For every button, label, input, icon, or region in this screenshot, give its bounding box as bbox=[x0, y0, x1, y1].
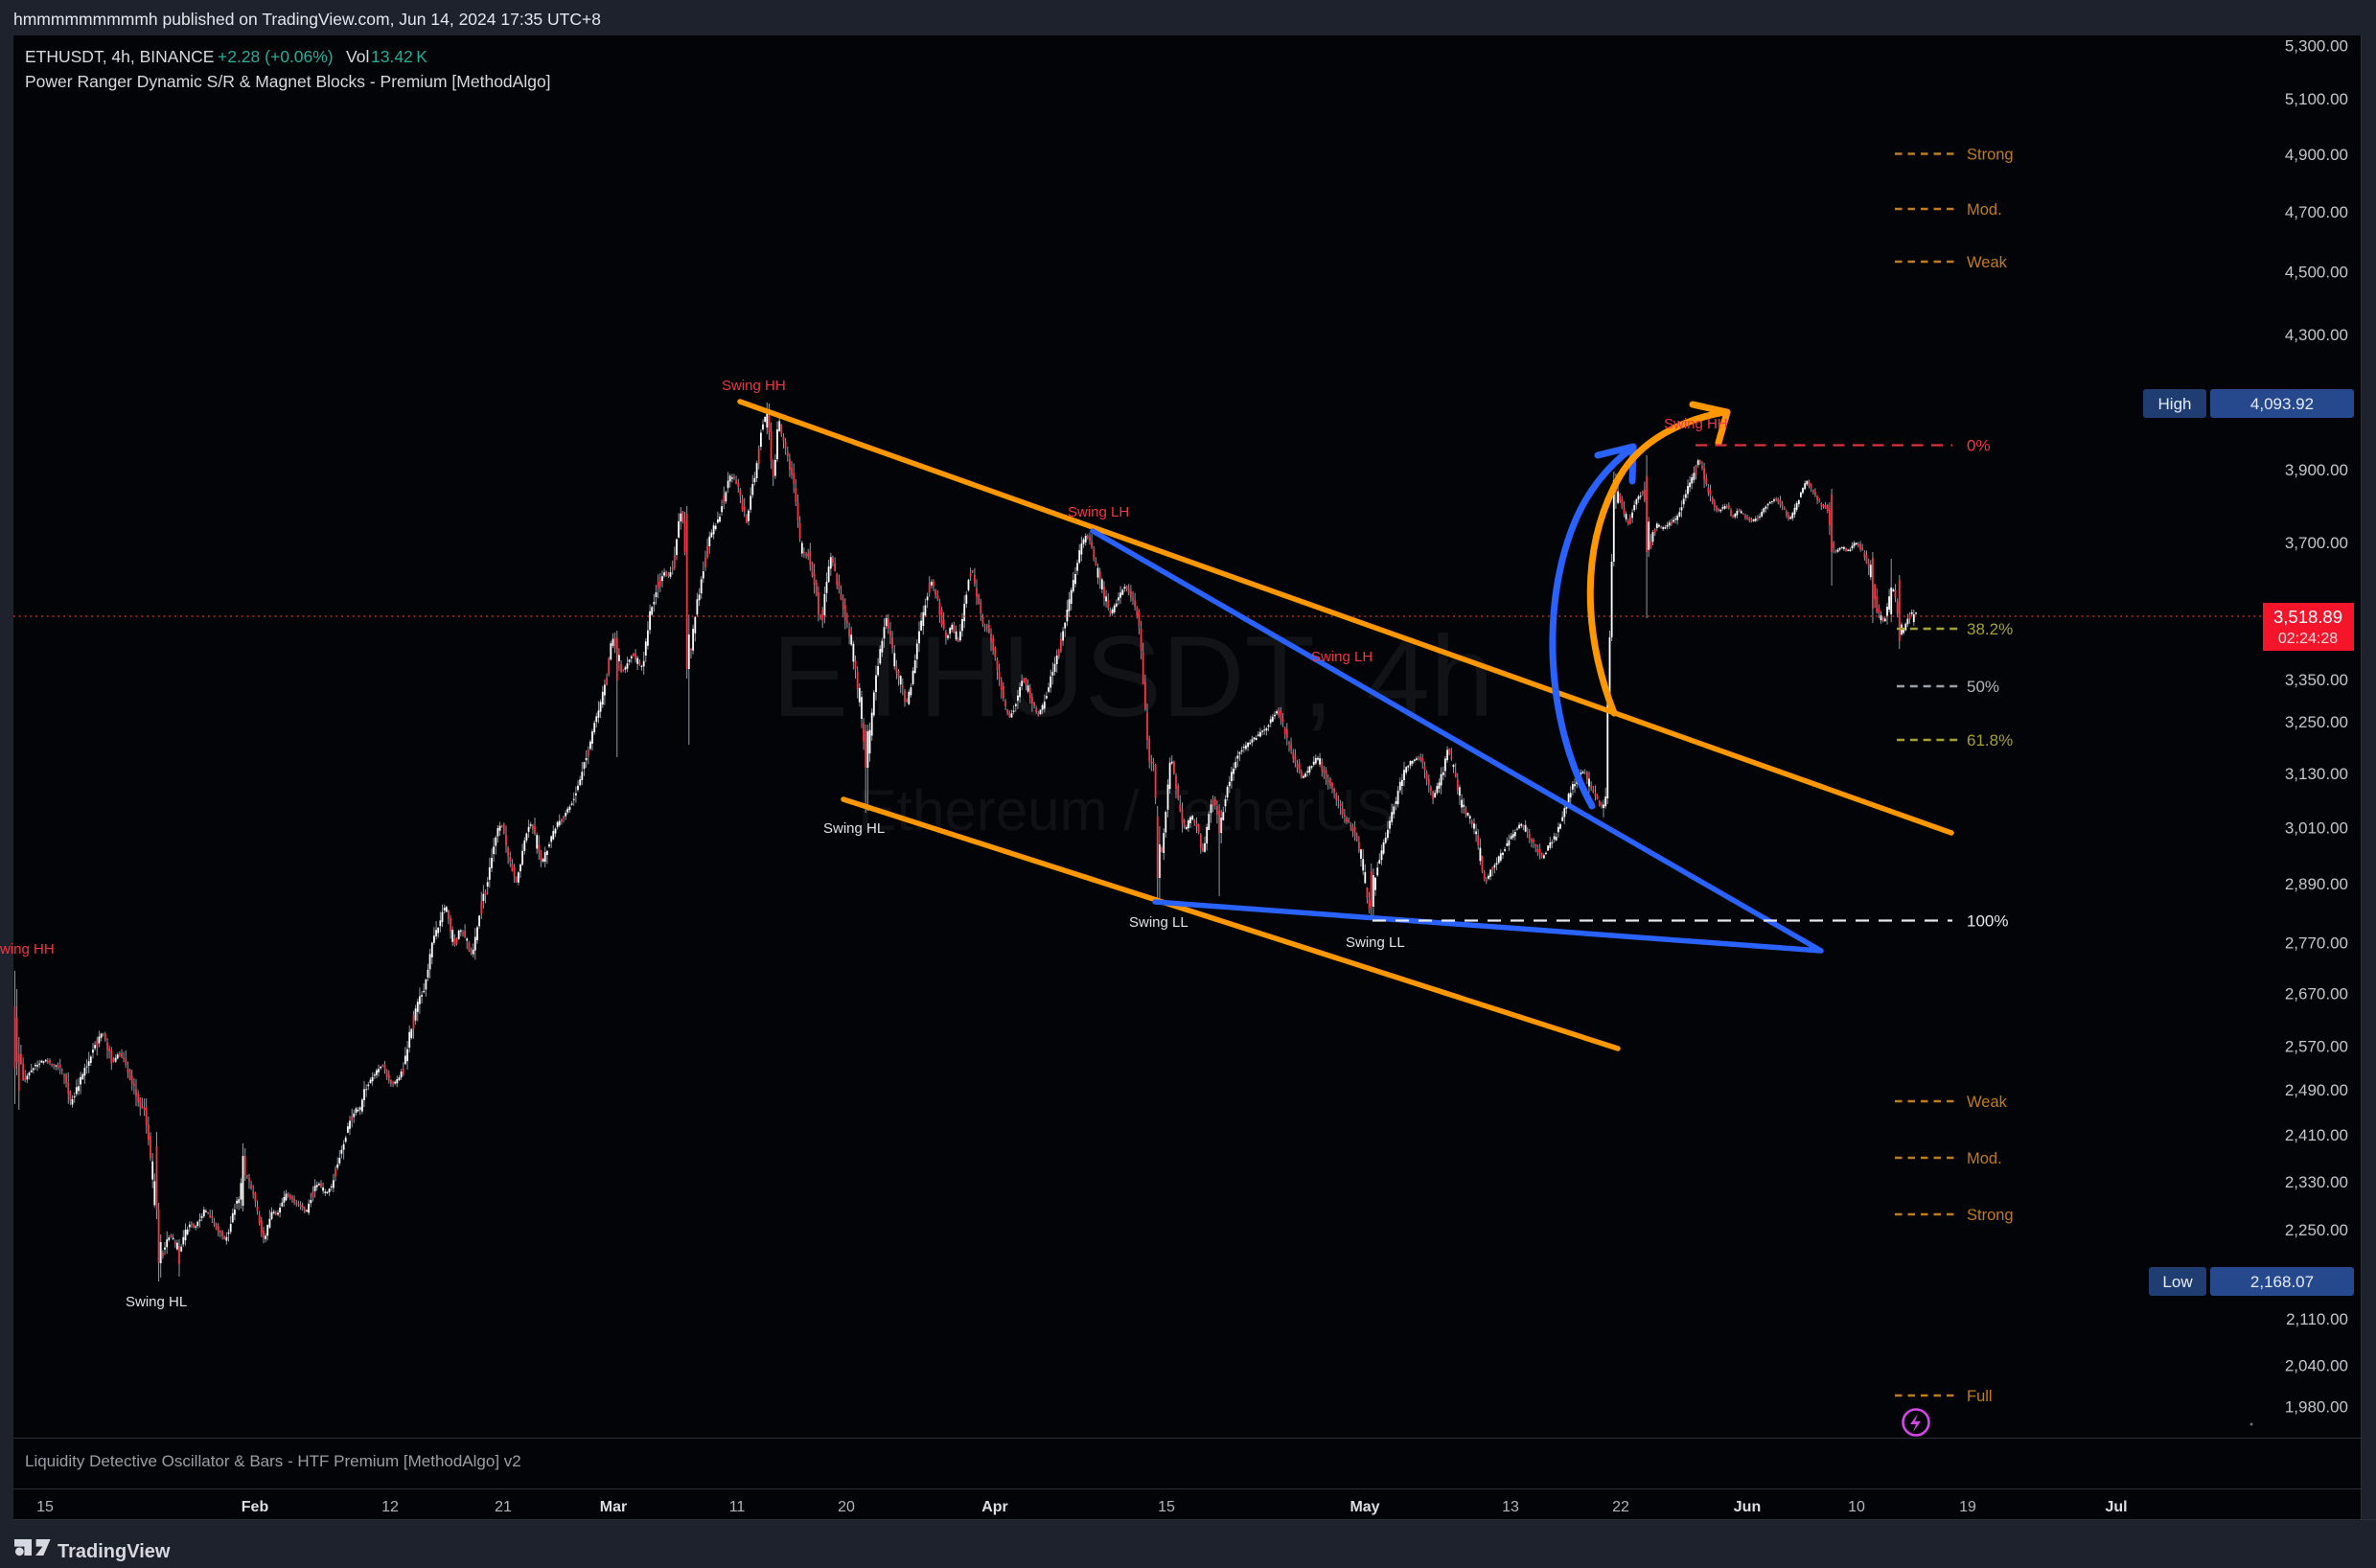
svg-text:13.42 K: 13.42 K bbox=[371, 47, 427, 66]
svg-text:2,168.07: 2,168.07 bbox=[2250, 1273, 2314, 1291]
svg-text:Feb: Feb bbox=[242, 1499, 269, 1515]
svg-text:Mod.: Mod. bbox=[1967, 201, 2002, 219]
svg-text:2,410.00: 2,410.00 bbox=[2285, 1126, 2348, 1144]
svg-text:3,700.00: 3,700.00 bbox=[2285, 534, 2348, 552]
svg-text:2,250.00: 2,250.00 bbox=[2285, 1221, 2348, 1239]
svg-text:Mar: Mar bbox=[600, 1499, 627, 1515]
svg-text:Mod.: Mod. bbox=[1967, 1150, 2002, 1167]
svg-text:hmmmmmmmmmh published on Tradi: hmmmmmmmmmh published on TradingView.com… bbox=[13, 10, 601, 29]
svg-text:Weak: Weak bbox=[1967, 1094, 2008, 1111]
svg-text:21: 21 bbox=[495, 1499, 512, 1515]
svg-text:3,130.00: 3,130.00 bbox=[2285, 765, 2348, 783]
svg-text:4,500.00: 4,500.00 bbox=[2285, 264, 2348, 282]
svg-text:1,980.00: 1,980.00 bbox=[2285, 1398, 2348, 1417]
svg-text:4,093.92: 4,093.92 bbox=[2250, 395, 2314, 413]
svg-text:Strong: Strong bbox=[1967, 147, 2014, 164]
svg-text:2,490.00: 2,490.00 bbox=[2285, 1081, 2348, 1099]
svg-text:0%: 0% bbox=[1967, 437, 1991, 455]
svg-text:2,330.00: 2,330.00 bbox=[2285, 1173, 2348, 1191]
svg-text:Power Ranger Dynamic S/R & Mag: Power Ranger Dynamic S/R & Magnet Blocks… bbox=[25, 72, 551, 91]
svg-text:Swing LH: Swing LH bbox=[1068, 504, 1129, 520]
svg-text:Swing LL: Swing LL bbox=[1129, 914, 1188, 931]
svg-text:11: 11 bbox=[729, 1499, 746, 1515]
svg-text:2,770.00: 2,770.00 bbox=[2285, 934, 2348, 952]
svg-text:Jun: Jun bbox=[1734, 1499, 1761, 1515]
svg-text:61.8%: 61.8% bbox=[1967, 731, 2013, 749]
svg-text:5,100.00: 5,100.00 bbox=[2285, 90, 2348, 108]
svg-text:Swing HL: Swing HL bbox=[126, 1294, 187, 1310]
svg-text:Ethereum / TetherUS: Ethereum / TetherUS bbox=[858, 778, 1394, 842]
svg-text:3,518.89: 3,518.89 bbox=[2273, 607, 2342, 627]
svg-text:3,900.00: 3,900.00 bbox=[2285, 461, 2348, 479]
svg-text:2,110.00: 2,110.00 bbox=[2286, 1310, 2348, 1328]
svg-text:13: 13 bbox=[1502, 1499, 1519, 1515]
svg-text:Low: Low bbox=[2162, 1273, 2193, 1291]
svg-text:2,890.00: 2,890.00 bbox=[2285, 875, 2348, 893]
svg-text:Swing LL: Swing LL bbox=[1346, 934, 1405, 951]
svg-text:+2.28 (+0.06%): +2.28 (+0.06%) bbox=[218, 47, 334, 66]
svg-text:May: May bbox=[1349, 1499, 1379, 1515]
svg-text:High: High bbox=[2158, 395, 2192, 413]
svg-text:50%: 50% bbox=[1967, 678, 1999, 696]
svg-text:12: 12 bbox=[381, 1499, 399, 1515]
svg-text:2,040.00: 2,040.00 bbox=[2285, 1356, 2348, 1374]
svg-text:3,350.00: 3,350.00 bbox=[2285, 671, 2348, 689]
svg-text:38.2%: 38.2% bbox=[1967, 620, 2013, 638]
svg-text:2,670.00: 2,670.00 bbox=[2285, 984, 2348, 1003]
svg-text:5,300.00: 5,300.00 bbox=[2285, 37, 2348, 56]
svg-text:Swing HH: Swing HH bbox=[1664, 416, 1728, 432]
svg-text:3,010.00: 3,010.00 bbox=[2285, 819, 2348, 838]
svg-text:Swing HH: Swing HH bbox=[0, 941, 55, 957]
svg-text:Liquidity Detective Oscillator: Liquidity Detective Oscillator & Bars - … bbox=[25, 1452, 521, 1470]
svg-text:4,900.00: 4,900.00 bbox=[2285, 146, 2348, 164]
svg-text:Strong: Strong bbox=[1967, 1207, 2014, 1224]
svg-text:22: 22 bbox=[1612, 1499, 1629, 1515]
svg-text:Full: Full bbox=[1967, 1388, 1993, 1405]
svg-text:4,300.00: 4,300.00 bbox=[2285, 326, 2348, 344]
svg-text:15: 15 bbox=[36, 1499, 54, 1515]
svg-text:3,250.00: 3,250.00 bbox=[2285, 713, 2348, 731]
svg-text:19: 19 bbox=[1959, 1499, 1976, 1515]
svg-text:Swing HL: Swing HL bbox=[823, 820, 885, 837]
svg-text:Jul: Jul bbox=[2105, 1499, 2127, 1515]
svg-text:02:24:28: 02:24:28 bbox=[2278, 631, 2338, 647]
svg-text:Swing HH: Swing HH bbox=[722, 378, 786, 394]
svg-text:15: 15 bbox=[1158, 1499, 1175, 1515]
svg-text:10: 10 bbox=[1848, 1499, 1865, 1515]
svg-text:100%: 100% bbox=[1967, 912, 2008, 931]
svg-text:4,700.00: 4,700.00 bbox=[2285, 203, 2348, 221]
svg-text:ETHUSDT, 4h, BINANCE: ETHUSDT, 4h, BINANCE bbox=[25, 47, 214, 66]
svg-text:TradingView: TradingView bbox=[58, 1541, 171, 1562]
svg-text:Apr: Apr bbox=[981, 1499, 1008, 1515]
svg-text:20: 20 bbox=[838, 1499, 855, 1515]
svg-text:2,570.00: 2,570.00 bbox=[2285, 1037, 2348, 1055]
svg-text:Weak: Weak bbox=[1967, 254, 2008, 271]
svg-text:Swing LH: Swing LH bbox=[1311, 649, 1373, 665]
svg-text:Vol: Vol bbox=[346, 47, 369, 66]
